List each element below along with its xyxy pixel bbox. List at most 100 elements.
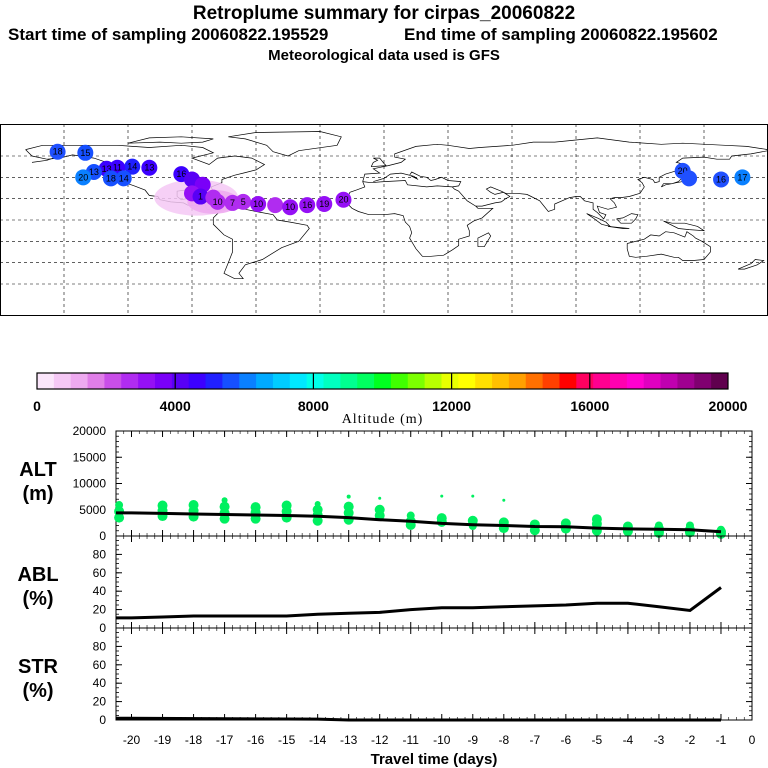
colorbar-tick-label: 0 xyxy=(33,398,41,414)
alt-scatter-point xyxy=(471,494,475,498)
panel-ylabel: (%) xyxy=(22,680,53,702)
colorbar-cell xyxy=(340,373,358,389)
panel-ylabel: (%) xyxy=(22,588,53,610)
x-tick-label: -12 xyxy=(371,733,389,747)
marker-label: 13 xyxy=(89,167,99,177)
panel-ylabel: (m) xyxy=(22,483,53,505)
trajectory-marker xyxy=(734,169,751,186)
end-time: End time of sampling 20060822.195602 xyxy=(404,25,718,44)
x-tick-label: -20 xyxy=(123,733,141,747)
alt-scatter-point xyxy=(378,496,382,500)
trajectory-marker xyxy=(316,196,333,212)
panel-frame xyxy=(115,430,753,537)
marker-label: 7 xyxy=(230,198,235,208)
time-series-panels: ALT(m)20000150001000050000ABL(%)80604020… xyxy=(17,424,755,768)
met-data-note: Meteorological data used is GFS xyxy=(268,47,500,64)
trajectory-marker xyxy=(77,144,94,161)
colorbar-cell xyxy=(87,373,105,389)
y-tick-label: 10000 xyxy=(73,477,107,491)
trajectory-marker xyxy=(75,169,92,186)
coastline xyxy=(127,136,214,144)
colorbar-cell xyxy=(272,373,291,389)
y-tick-label: 0 xyxy=(99,529,106,543)
y-tick-label: 40 xyxy=(93,676,107,690)
colorbar-cell xyxy=(357,373,375,389)
colorbar-cell xyxy=(492,373,510,389)
alt-scatter-point xyxy=(219,513,230,524)
trajectory-marker xyxy=(235,193,252,210)
colorbar-cell xyxy=(626,373,645,389)
marker-label: 17 xyxy=(737,172,747,182)
coastline xyxy=(228,131,342,157)
marker-label: 1 xyxy=(198,192,203,202)
panel-frame xyxy=(115,535,753,629)
x-tick-label: -8 xyxy=(498,733,509,747)
colorbar-cell xyxy=(171,373,190,389)
colorbar-cell xyxy=(694,373,712,389)
trajectory-marker xyxy=(681,170,698,187)
y-tick-label: 0 xyxy=(99,621,106,635)
colorbar-cell xyxy=(121,373,139,389)
coastline xyxy=(347,181,366,198)
x-tick-label: -16 xyxy=(247,733,265,747)
trajectory-marker xyxy=(102,170,119,187)
panel-frame xyxy=(115,627,753,721)
trajectory-marker xyxy=(124,158,141,175)
x-tick-label: -4 xyxy=(623,733,634,747)
marker-label: 10 xyxy=(213,197,223,207)
colorbar-cell xyxy=(475,373,493,389)
colorbar-frame xyxy=(36,372,729,390)
panel-ylabel: ABL xyxy=(17,564,58,586)
trajectory-marker xyxy=(267,197,284,214)
x-tick-label: -1 xyxy=(716,733,727,747)
trajectory-marker xyxy=(192,188,209,205)
x-tick-label: -15 xyxy=(278,733,296,747)
x-tick-label: 0 xyxy=(749,733,756,747)
colorbar-tick-label: 8000 xyxy=(298,398,329,414)
colorbar-cell xyxy=(104,373,122,389)
marker-label: 11 xyxy=(113,163,122,173)
x-tick-label: -19 xyxy=(154,733,172,747)
alt-scatter-point xyxy=(221,497,228,504)
colorbar-cell xyxy=(407,373,426,389)
altitude-colorbar: 0 4000 8000 12000 16000 20000 Altitude (m) xyxy=(33,372,748,427)
colorbar-cell xyxy=(306,373,325,389)
marker-label: 16 xyxy=(176,169,186,179)
colorbar-cell xyxy=(222,373,240,389)
y-tick-label: 80 xyxy=(93,547,107,561)
start-time: Start time of sampling 20060822.195529 xyxy=(8,25,329,44)
colorbar-cell xyxy=(374,373,392,389)
panel-abl: ABL(%) 80 60 40 20 0 xyxy=(17,535,753,635)
coastline xyxy=(362,137,768,182)
coastline xyxy=(370,157,387,168)
marker-label: 10 xyxy=(285,202,295,212)
panel-ylabel: ALT xyxy=(19,459,56,481)
trajectory-marker xyxy=(335,191,352,208)
colorbar-cell xyxy=(576,373,594,389)
coastline xyxy=(737,259,765,270)
trajectory-marker xyxy=(250,196,267,212)
colorbar-cell xyxy=(458,373,476,389)
y-tick-label: 5000 xyxy=(79,503,106,517)
coastline xyxy=(475,150,768,220)
trajectory-marker xyxy=(299,197,316,214)
colorbar-cell xyxy=(593,373,611,389)
alt-scatter-point xyxy=(114,512,125,523)
x-tick-label: -6 xyxy=(561,733,572,747)
coastline xyxy=(362,171,462,188)
alt-scatter-point xyxy=(440,494,444,498)
colorbar-cell xyxy=(559,373,577,389)
chart-title: Retroplume summary for cirpas_20060822 xyxy=(192,3,576,24)
marker-label: 20 xyxy=(338,195,348,205)
colorbar-cell xyxy=(643,373,662,389)
colorbar-cell xyxy=(660,373,678,389)
marker-label: 18 xyxy=(106,173,116,183)
coastline xyxy=(477,232,492,248)
marker-label: 14 xyxy=(127,162,137,172)
colorbar-cell xyxy=(323,373,341,389)
colorbar-tick-label: 16000 xyxy=(570,398,609,414)
colorbar-cell xyxy=(441,373,459,389)
marker-label: 20 xyxy=(678,166,688,176)
